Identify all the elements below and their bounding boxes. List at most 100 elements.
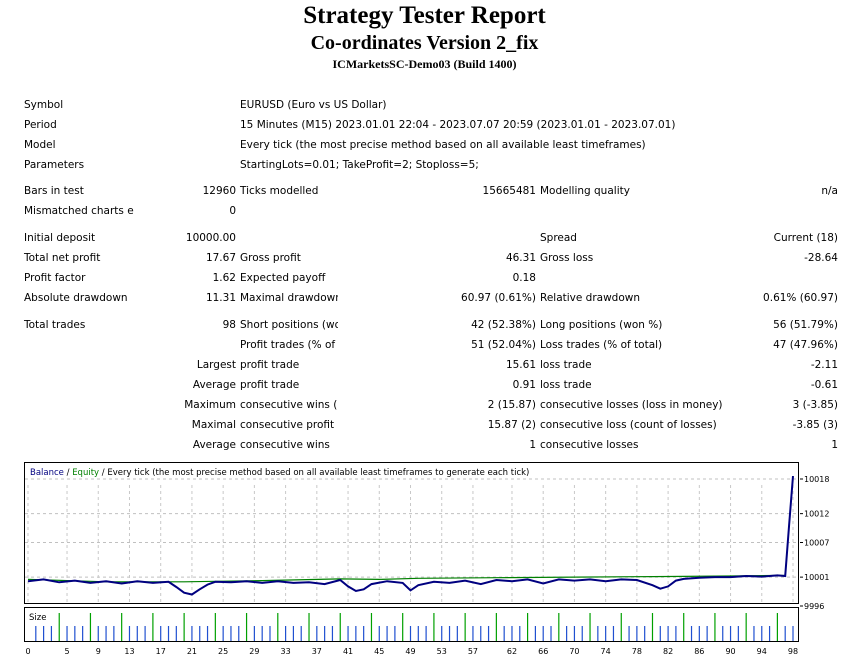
consecutive-losses-money-value: 3 (-3.85) [792, 399, 838, 411]
x-tick-label: 86 [694, 647, 704, 656]
balance-equity-chart: Balance / Equity / Every tick (the most … [24, 462, 799, 604]
x-axis: 0 5 9 13 17 21 25 29 33 37 41 45 49 53 57 62 66 70 74 78 82 8… [25, 647, 798, 656]
period-label: Period [24, 119, 57, 131]
chart-grid [25, 478, 798, 603]
consecutive-profit-count-label: consecutive profit (count of wins) [240, 419, 338, 431]
y-tick-label: 10012 [804, 510, 829, 519]
short-positions-label: Short positions (won %) [240, 319, 338, 331]
long-positions-label: Long positions (won %) [540, 319, 663, 331]
average-profit-trade-label: profit trade [240, 379, 300, 391]
x-tick-label: 62 [507, 647, 517, 656]
size-label: Size [29, 613, 46, 623]
x-tick-label: 82 [663, 647, 673, 656]
largest-label: Largest [196, 359, 236, 371]
quality-value: n/a [821, 185, 838, 197]
x-tick-label: 53 [437, 647, 447, 656]
maximal-label: Maximal [191, 419, 236, 431]
relative-drawdown-value: 0.61% (60.97) [763, 292, 838, 304]
server-build: ICMarketsSC-Demo03 (Build 1400) [332, 57, 517, 71]
report-table: Symbol EURUSD (Euro vs US Dollar) Period 1… [22, 95, 840, 182]
consecutive-loss-count-value: -3.85 (3) [792, 419, 838, 431]
size-chart-svg: Size [29, 613, 794, 641]
size-bars [35, 613, 794, 641]
x-tick-label: 90 [725, 647, 735, 656]
x-tick-label: 49 [405, 647, 415, 656]
gross-profit-value: 46.31 [505, 252, 536, 264]
average-consecutive-label: Average [192, 439, 236, 451]
y-tick-label: 9996 [804, 602, 824, 611]
average-loss-trade-label: loss trade [540, 379, 592, 391]
x-tick-label: 33 [281, 647, 291, 656]
mismatch-value: 0 [229, 205, 236, 217]
expected-payoff-value: 0.18 [512, 272, 536, 284]
y-tick-label: 10001 [804, 573, 829, 582]
consecutive-wins-money-value: 2 (15.87) [487, 399, 536, 411]
x-tick-label: 45 [374, 647, 384, 656]
x-tick-label: 5 [64, 647, 69, 656]
deposit-value: 10000.00 [185, 232, 236, 244]
x-tick-label: 29 [249, 647, 259, 656]
consecutive-losses-value: 1 [831, 439, 838, 451]
x-tick-label: 0 [25, 647, 30, 656]
deposit-label: Initial deposit [24, 232, 96, 244]
maximal-drawdown-label: Maximal drawdown [240, 292, 338, 304]
legend-equity: Equity [72, 468, 99, 478]
symbol-value: EURUSD (Euro vs US Dollar) [240, 99, 387, 111]
profit-factor-value: 1.62 [212, 272, 236, 284]
parameters-label: Parameters [24, 159, 85, 171]
size-chart: Size [24, 607, 799, 642]
average-loss-value: -0.61 [810, 379, 838, 391]
maximal-drawdown-value: 60.97 (0.61%) [461, 292, 536, 304]
consecutive-wins-label: consecutive wins [240, 439, 330, 451]
legend-description: / Every tick (the most precise method ba… [99, 468, 529, 478]
x-tick-label: 98 [788, 647, 798, 656]
x-tick-label: 17 [156, 647, 166, 656]
report-subtitle: Co-ordinates Version 2_fix [310, 32, 539, 54]
bars-label: Bars in test [24, 185, 84, 197]
x-tick-label: 9 [96, 647, 101, 656]
symbol-label: Symbol [24, 99, 64, 111]
x-tick-label: 13 [124, 647, 134, 656]
x-tick-label: 70 [569, 647, 579, 656]
consecutive-loss-count-label: consecutive loss (count of losses) [540, 419, 717, 431]
quality-label: Modelling quality [540, 185, 630, 197]
chart-legend: Balance / Equity / Every tick (the most … [30, 468, 529, 478]
consecutive-profit-count-value: 15.87 (2) [487, 419, 536, 431]
absolute-drawdown-value: 11.31 [205, 292, 236, 304]
legend-separator: / [64, 468, 72, 478]
gross-loss-label: Gross loss [540, 252, 594, 264]
ticks-label: Ticks modelled [240, 185, 319, 197]
model-value: Every tick (the most precise method base… [240, 139, 646, 151]
x-tick-label: 78 [632, 647, 642, 656]
x-tick-label: 57 [468, 647, 478, 656]
average-profit-value: 0.91 [512, 379, 536, 391]
net-profit-label: Total net profit [24, 252, 101, 264]
absolute-drawdown-label: Absolute drawdown [24, 292, 128, 304]
period-value: 15 Minutes (M15) 2023.01.01 22:04 - 2023… [240, 119, 676, 131]
loss-trades-label: Loss trades (% of total) [540, 339, 663, 351]
expected-payoff-label: Expected payoff [240, 272, 326, 284]
x-tick-label: 21 [187, 647, 197, 656]
y-axis: 10018 10012 10007 10001 9996 [800, 475, 829, 611]
x-tick-label: 25 [218, 647, 228, 656]
consecutive-losses-label: consecutive losses [540, 439, 639, 451]
net-profit-value: 17.67 [205, 252, 236, 264]
consecutive-wins-value: 1 [529, 439, 536, 451]
total-trades-label: Total trades [24, 319, 86, 331]
balance-chart-svg: Balance / Equity / Every tick (the most … [25, 468, 798, 603]
parameters-value: StartingLots=0.01; TakeProfit=2; Stoplos… [240, 159, 479, 171]
profit-factor-label: Profit factor [24, 272, 86, 284]
bars-value: 12960 [202, 185, 236, 197]
consecutive-losses-money-label: consecutive losses (loss in money) [540, 399, 723, 411]
x-tick-label: 41 [343, 647, 353, 656]
profit-trades-value: 51 (52.04%) [471, 339, 536, 351]
short-positions-value: 42 (52.38%) [471, 319, 536, 331]
balance-series-line [27, 476, 794, 596]
mismatch-label: Mismatched charts errors [24, 205, 134, 217]
relative-drawdown-label: Relative drawdown [540, 292, 641, 304]
legend-balance: Balance [30, 468, 64, 478]
gross-profit-label: Gross profit [240, 252, 301, 264]
average-label: Average [192, 379, 236, 391]
consecutive-wins-money-label: consecutive wins (profit in money) [240, 399, 338, 411]
gross-loss-value: -28.64 [804, 252, 838, 264]
